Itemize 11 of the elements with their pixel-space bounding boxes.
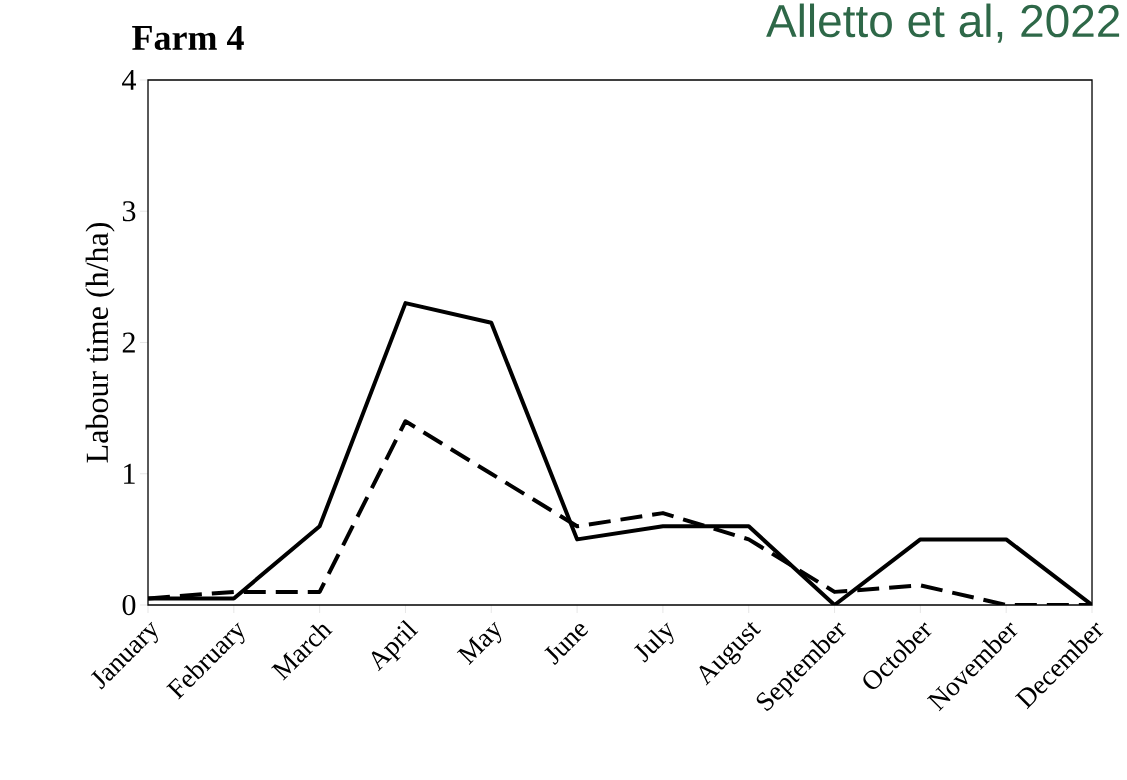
y-tick-label: 1 [124, 463, 135, 484]
y-axis-title: Labour time (h/ha) [85, 223, 115, 463]
x-tick-label: June [544, 623, 589, 666]
text: Alletto et al, 2022 [766, 3, 1120, 43]
y-tick-label: 4 [122, 70, 137, 90]
y-tick-label: 3 [122, 201, 136, 222]
y-tick-label: 0 [122, 594, 136, 616]
x-tick-label: July [634, 622, 674, 663]
chart-title: Farm 4 [132, 25, 244, 51]
y-tick-label: 2 [122, 332, 135, 353]
x-tick-label: May [456, 621, 502, 665]
